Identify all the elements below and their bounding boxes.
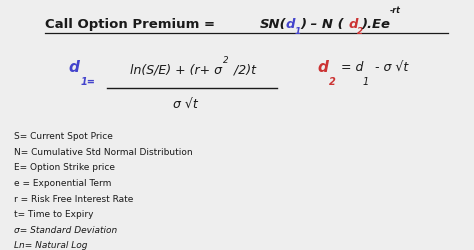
Text: σ √t: σ √t xyxy=(173,97,198,110)
Text: 1: 1 xyxy=(295,27,301,36)
Text: e = Exponential Term: e = Exponential Term xyxy=(14,178,111,187)
Text: -rt: -rt xyxy=(390,6,401,15)
Text: N= Cumulative Std Normal Distribution: N= Cumulative Std Normal Distribution xyxy=(14,147,193,156)
Text: t= Time to Expiry: t= Time to Expiry xyxy=(14,209,94,218)
Text: σ= Standard Deviation: σ= Standard Deviation xyxy=(14,225,118,234)
Text: - σ √t: - σ √t xyxy=(367,61,409,74)
Text: /2)t: /2)t xyxy=(230,64,256,76)
Text: 2: 2 xyxy=(223,56,228,64)
Text: = d: = d xyxy=(337,61,363,74)
Text: ).Ee: ).Ee xyxy=(361,18,390,30)
Text: d: d xyxy=(69,60,80,75)
Text: 2: 2 xyxy=(356,27,363,36)
Text: S= Current Spot Price: S= Current Spot Price xyxy=(14,132,113,141)
Text: 1=: 1= xyxy=(81,76,95,86)
Text: d: d xyxy=(318,60,328,75)
Text: d: d xyxy=(286,18,295,30)
Text: E= Option Strike price: E= Option Strike price xyxy=(14,163,115,172)
Text: 1: 1 xyxy=(363,76,369,86)
Text: r = Risk Free Interest Rate: r = Risk Free Interest Rate xyxy=(14,194,134,203)
Text: d: d xyxy=(348,18,358,30)
Text: ) – N (: ) – N ( xyxy=(301,18,344,30)
Text: Ln= Natural Log: Ln= Natural Log xyxy=(14,240,88,249)
Text: SN(: SN( xyxy=(260,18,286,30)
Text: Call Option Premium =: Call Option Premium = xyxy=(45,18,219,30)
Text: ln(S/E) + (r+ σ: ln(S/E) + (r+ σ xyxy=(130,64,222,76)
Text: 2: 2 xyxy=(328,76,335,86)
